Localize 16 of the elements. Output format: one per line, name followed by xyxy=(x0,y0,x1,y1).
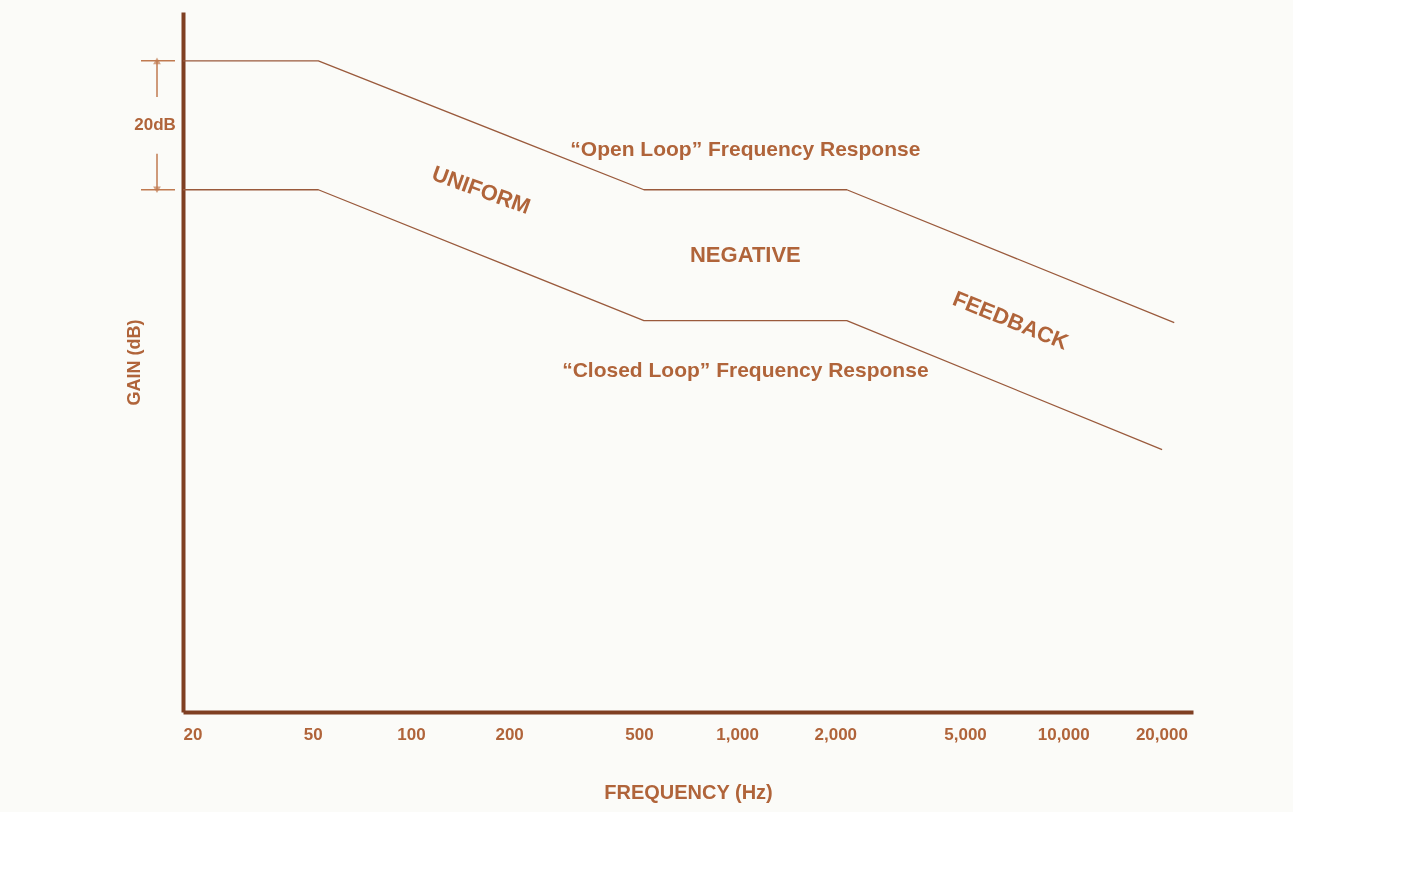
text: 20dB xyxy=(134,115,176,135)
x-tick-label: 20,000 xyxy=(1135,724,1188,744)
series-label: “Open Loop” Frequency Response xyxy=(570,136,921,160)
x-tick-label: 500 xyxy=(625,724,654,744)
x-tick-label: 100 xyxy=(397,724,426,744)
x-tick-label: 2,000 xyxy=(814,724,858,744)
x-axis-title: FREQUENCY (Hz) xyxy=(604,780,773,803)
x-tick-label: 5,000 xyxy=(944,724,987,744)
y-axis-title: GAIN (dB) xyxy=(123,319,144,406)
annotation: NEGATIVE xyxy=(689,242,801,268)
series-label: “Closed Loop” Frequency Response xyxy=(562,357,929,381)
x-tick-label: 50 xyxy=(303,724,323,744)
x-tick-label: 20 xyxy=(183,724,203,744)
x-tick-label: 10,000 xyxy=(1037,724,1090,744)
x-tick-label: 200 xyxy=(495,724,524,744)
x-tick-label: 1,000 xyxy=(716,724,759,744)
